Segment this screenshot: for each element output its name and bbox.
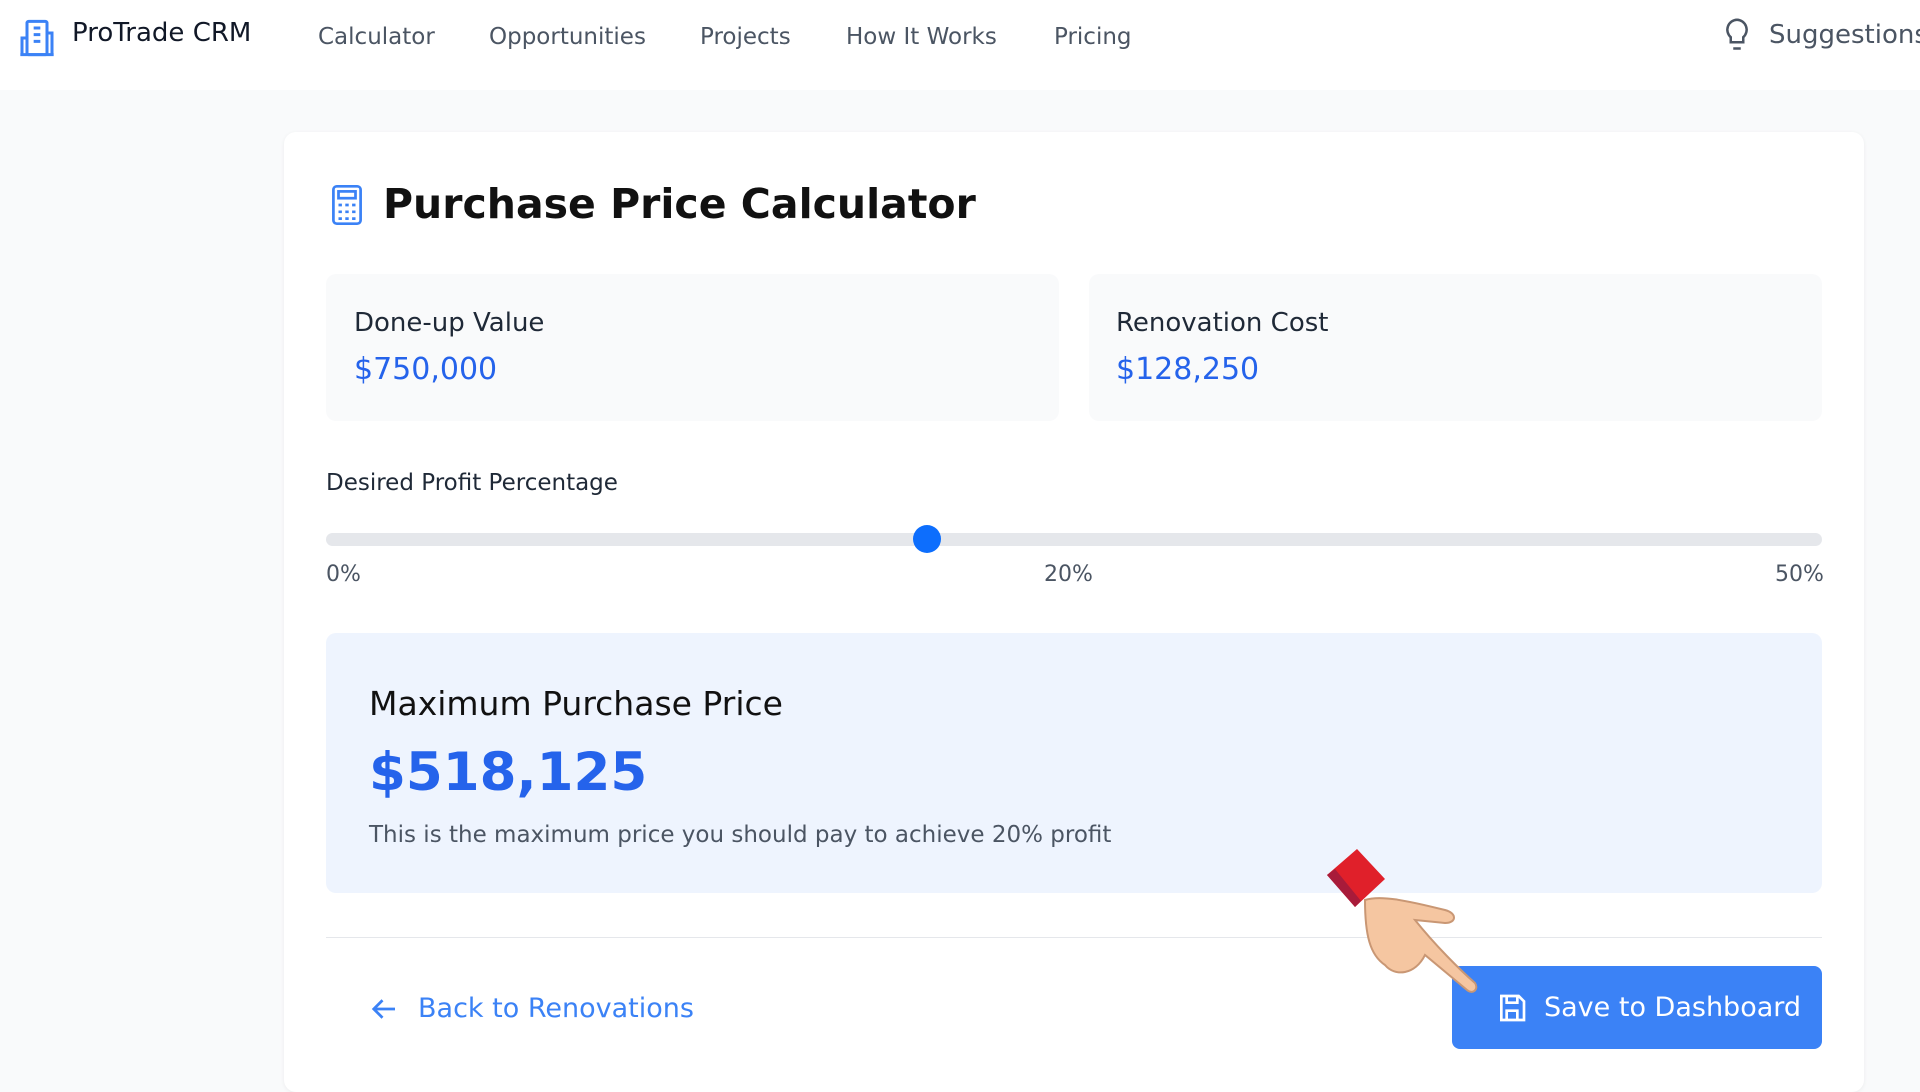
nav-link[interactable]: How It Works xyxy=(846,24,997,50)
stat-value: $750,000 xyxy=(354,352,498,387)
result-note: This is the maximum price you should pay… xyxy=(369,822,1112,848)
slider-tick: 0% xyxy=(326,562,361,587)
stat-label: Done-up Value xyxy=(354,308,545,338)
divider xyxy=(326,937,1822,938)
nav-link[interactable]: Projects xyxy=(700,24,791,50)
top-nav: ProTrade CRM Calculator Opportunities Pr… xyxy=(0,0,1920,90)
brand-name[interactable]: ProTrade CRM xyxy=(72,18,252,48)
back-link[interactable]: Back to Renovations xyxy=(418,993,694,1024)
nav-link[interactable]: Pricing xyxy=(1054,24,1132,50)
result-box xyxy=(326,633,1822,893)
pointer-cursor xyxy=(1327,849,1478,993)
save-label: Save to Dashboard xyxy=(1544,992,1802,1023)
card-title: Purchase Price Calculator xyxy=(383,180,976,228)
slider-tick: 50% xyxy=(1775,562,1824,587)
slider-tick: 20% xyxy=(1044,562,1093,587)
stat-box xyxy=(1089,274,1822,421)
bulb-icon xyxy=(1726,18,1748,50)
stat-box xyxy=(326,274,1059,421)
save-icon xyxy=(1500,994,1526,1022)
stat-value: $128,250 xyxy=(1116,352,1260,387)
save-button[interactable] xyxy=(1452,966,1822,1049)
result-heading: Maximum Purchase Price xyxy=(369,684,783,723)
result-value: $518,125 xyxy=(369,742,648,803)
slider-thumb[interactable] xyxy=(913,525,941,553)
stat-label: Renovation Cost xyxy=(1116,308,1329,338)
brand-icon xyxy=(20,19,54,57)
slider-track[interactable] xyxy=(326,533,1822,546)
nav-link[interactable]: Opportunities xyxy=(489,24,646,50)
nav-link[interactable]: Calculator xyxy=(318,24,435,50)
calculator-icon xyxy=(332,184,362,226)
suggestions-button[interactable]: Suggestions xyxy=(1769,20,1920,50)
back-arrow xyxy=(371,999,395,1019)
slider-label: Desired Profit Percentage xyxy=(326,470,618,496)
